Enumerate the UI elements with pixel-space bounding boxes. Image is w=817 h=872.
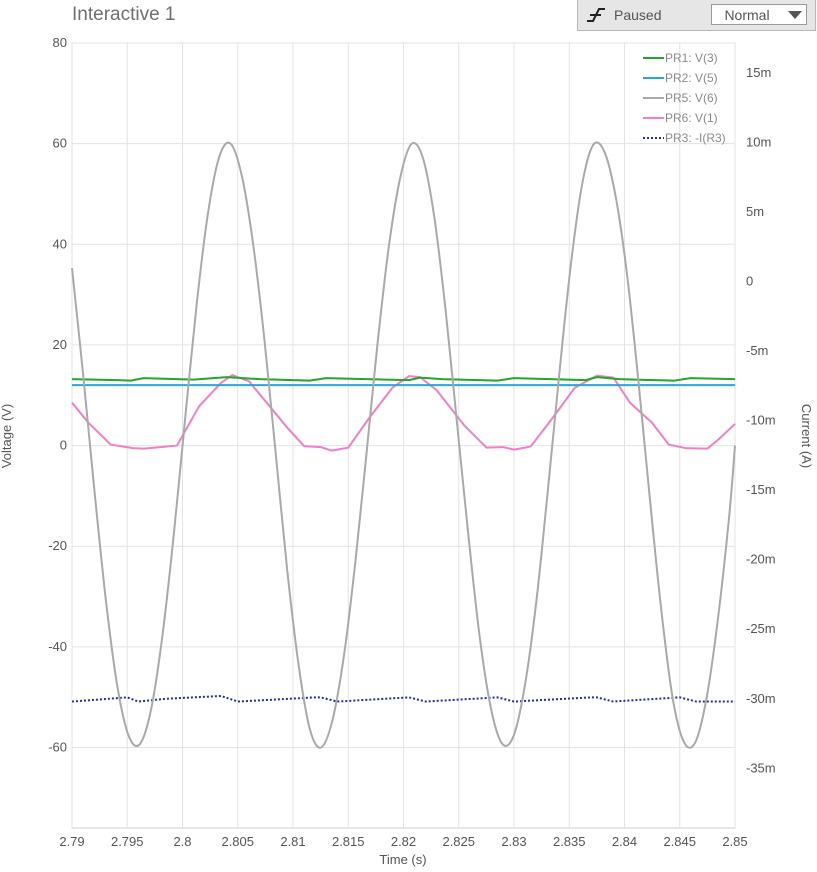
y2-tick-label: -30m [746, 691, 776, 706]
y2-tick-label: 0 [746, 273, 753, 288]
y-tick-label: 60 [53, 136, 67, 151]
legend: PR1: V(3) PR2: V(5) PR5: V(6) PR6: V(1) PR3:… [643, 51, 726, 145]
legend-item-label: PR6: V(1) [665, 111, 718, 125]
y2-tick-label: -5m [746, 343, 768, 358]
y-tick-label: -20 [48, 538, 67, 553]
y2-tick-label: 10m [746, 134, 771, 149]
x-tick-label: 2.805 [221, 834, 254, 849]
tick-labels: 2.79 2.795 2.8 2.805 2.81 2.815 2.82 2.825 2.83 2… [48, 35, 775, 849]
x-tick-label: 2.84 [612, 834, 637, 849]
status-label: Paused [614, 7, 662, 23]
legend-item-label: PR1: V(3) [665, 51, 718, 65]
y2-tick-label: 15m [746, 65, 771, 80]
x-tick-label: 2.81 [280, 834, 305, 849]
series-line-3 [71, 141, 736, 749]
x-tick-label: 2.815 [332, 834, 365, 849]
legend-item-label: PR3: -I(R3) [665, 131, 726, 145]
legend-item-label: PR5: V(6) [665, 91, 718, 105]
chevron-down-icon[interactable] [788, 11, 802, 19]
y-tick-label: 20 [53, 337, 67, 352]
y2-tick-label: -15m [746, 482, 776, 497]
x-tick-label: 2.83 [501, 834, 526, 849]
y2-axis-title: Current (A) [799, 404, 814, 468]
x-axis-title: Time (s) [379, 852, 426, 867]
y-tick-label: -60 [48, 739, 67, 754]
toolbar: Paused Normal [577, 0, 816, 31]
x-tick-label: 2.835 [553, 834, 586, 849]
series-line-4 [71, 374, 736, 452]
y-axis-title: Voltage (V) [0, 404, 14, 468]
x-tick-label: 2.8 [173, 834, 191, 849]
y2-tick-label: 5m [746, 204, 764, 219]
mode-select-value: Normal [724, 7, 770, 23]
window-title: Interactive 1 [72, 4, 176, 25]
y2-tick-label: -35m [746, 760, 776, 775]
mode-select[interactable]: Normal [711, 4, 807, 25]
series-line-1 [71, 376, 736, 382]
x-tick-label: 2.845 [663, 834, 696, 849]
grid [71, 42, 736, 829]
x-tick-label: 2.79 [59, 834, 84, 849]
y2-tick-label: -10m [746, 413, 776, 428]
x-tick-label: 2.82 [391, 834, 416, 849]
y-tick-label: 80 [53, 35, 67, 50]
y2-tick-label: -25m [746, 621, 776, 636]
x-tick-label: 2.795 [111, 834, 144, 849]
y2-tick-label: -20m [746, 552, 776, 567]
plot-series [71, 141, 736, 749]
y-tick-label: 40 [53, 236, 67, 251]
x-tick-label: 2.825 [442, 834, 475, 849]
legend-item-label: PR2: V(5) [665, 71, 718, 85]
x-tick-label: 2.85 [722, 834, 747, 849]
y-tick-label: 0 [60, 438, 67, 453]
y-tick-label: -40 [48, 639, 67, 654]
trigger-pause-icon[interactable] [586, 6, 606, 24]
